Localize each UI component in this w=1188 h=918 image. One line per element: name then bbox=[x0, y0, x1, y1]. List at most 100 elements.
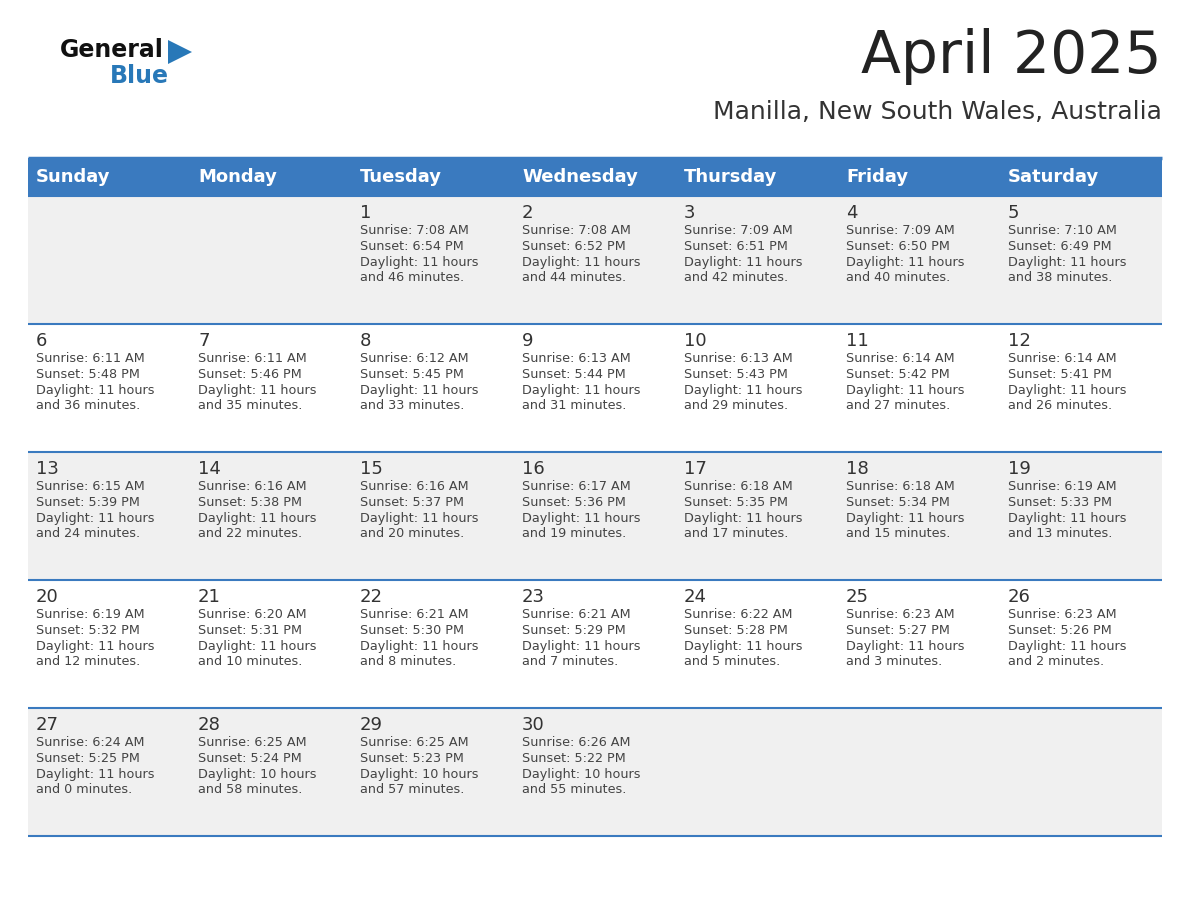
Text: and 19 minutes.: and 19 minutes. bbox=[522, 527, 626, 540]
Text: and 40 minutes.: and 40 minutes. bbox=[846, 271, 950, 284]
Text: and 27 minutes.: and 27 minutes. bbox=[846, 399, 950, 412]
Text: Daylight: 11 hours: Daylight: 11 hours bbox=[1007, 384, 1126, 397]
Text: Sunset: 5:42 PM: Sunset: 5:42 PM bbox=[846, 368, 949, 381]
Text: Daylight: 11 hours: Daylight: 11 hours bbox=[846, 384, 965, 397]
Text: Sunset: 5:41 PM: Sunset: 5:41 PM bbox=[1007, 368, 1112, 381]
Text: Sunset: 6:52 PM: Sunset: 6:52 PM bbox=[522, 240, 626, 253]
Text: Wednesday: Wednesday bbox=[522, 168, 638, 186]
Text: Sunset: 5:43 PM: Sunset: 5:43 PM bbox=[684, 368, 788, 381]
Text: and 10 minutes.: and 10 minutes. bbox=[198, 655, 303, 668]
Text: 18: 18 bbox=[846, 460, 868, 478]
Text: Sunrise: 6:25 AM: Sunrise: 6:25 AM bbox=[360, 736, 468, 749]
Text: Sunset: 5:34 PM: Sunset: 5:34 PM bbox=[846, 496, 950, 509]
Text: Daylight: 11 hours: Daylight: 11 hours bbox=[522, 640, 640, 653]
Text: Sunset: 5:31 PM: Sunset: 5:31 PM bbox=[198, 624, 302, 637]
Text: Daylight: 11 hours: Daylight: 11 hours bbox=[684, 256, 803, 269]
Text: 24: 24 bbox=[684, 588, 707, 606]
Text: 12: 12 bbox=[1007, 332, 1031, 350]
Text: Sunrise: 7:09 AM: Sunrise: 7:09 AM bbox=[684, 224, 792, 237]
Text: Daylight: 11 hours: Daylight: 11 hours bbox=[198, 512, 316, 525]
Text: and 17 minutes.: and 17 minutes. bbox=[684, 527, 789, 540]
Text: Daylight: 11 hours: Daylight: 11 hours bbox=[1007, 640, 1126, 653]
Text: 27: 27 bbox=[36, 716, 59, 734]
Text: and 5 minutes.: and 5 minutes. bbox=[684, 655, 781, 668]
Text: and 35 minutes.: and 35 minutes. bbox=[198, 399, 303, 412]
Text: Sunset: 5:38 PM: Sunset: 5:38 PM bbox=[198, 496, 302, 509]
Text: 10: 10 bbox=[684, 332, 707, 350]
Text: and 24 minutes.: and 24 minutes. bbox=[36, 527, 140, 540]
Text: Daylight: 11 hours: Daylight: 11 hours bbox=[198, 384, 316, 397]
Text: 8: 8 bbox=[360, 332, 372, 350]
Text: Sunday: Sunday bbox=[36, 168, 110, 186]
Text: Daylight: 11 hours: Daylight: 11 hours bbox=[684, 384, 803, 397]
Text: Sunrise: 6:18 AM: Sunrise: 6:18 AM bbox=[846, 480, 955, 493]
Text: 17: 17 bbox=[684, 460, 707, 478]
Text: Sunrise: 6:22 AM: Sunrise: 6:22 AM bbox=[684, 608, 792, 621]
Text: and 2 minutes.: and 2 minutes. bbox=[1007, 655, 1104, 668]
Text: Sunset: 5:45 PM: Sunset: 5:45 PM bbox=[360, 368, 463, 381]
Text: Sunrise: 6:17 AM: Sunrise: 6:17 AM bbox=[522, 480, 631, 493]
Text: Sunrise: 6:24 AM: Sunrise: 6:24 AM bbox=[36, 736, 145, 749]
Text: Daylight: 11 hours: Daylight: 11 hours bbox=[684, 512, 803, 525]
Text: Sunrise: 6:19 AM: Sunrise: 6:19 AM bbox=[36, 608, 145, 621]
Text: Daylight: 11 hours: Daylight: 11 hours bbox=[36, 384, 154, 397]
Text: Monday: Monday bbox=[198, 168, 277, 186]
Text: Sunset: 5:44 PM: Sunset: 5:44 PM bbox=[522, 368, 626, 381]
Text: 3: 3 bbox=[684, 204, 695, 222]
Text: Daylight: 11 hours: Daylight: 11 hours bbox=[360, 512, 479, 525]
Text: Sunrise: 6:26 AM: Sunrise: 6:26 AM bbox=[522, 736, 631, 749]
Text: Sunset: 5:36 PM: Sunset: 5:36 PM bbox=[522, 496, 626, 509]
Text: Friday: Friday bbox=[846, 168, 908, 186]
Text: Sunset: 5:22 PM: Sunset: 5:22 PM bbox=[522, 752, 626, 765]
Text: Sunrise: 6:13 AM: Sunrise: 6:13 AM bbox=[522, 352, 631, 365]
Text: Thursday: Thursday bbox=[684, 168, 777, 186]
Bar bbox=[29, 452, 1162, 580]
Text: Sunset: 5:23 PM: Sunset: 5:23 PM bbox=[360, 752, 463, 765]
Text: General: General bbox=[61, 38, 164, 62]
Text: 15: 15 bbox=[360, 460, 383, 478]
Text: Sunrise: 6:23 AM: Sunrise: 6:23 AM bbox=[846, 608, 955, 621]
Text: Sunset: 5:28 PM: Sunset: 5:28 PM bbox=[684, 624, 788, 637]
Text: and 31 minutes.: and 31 minutes. bbox=[522, 399, 626, 412]
Text: Sunrise: 6:11 AM: Sunrise: 6:11 AM bbox=[198, 352, 307, 365]
Text: 7: 7 bbox=[198, 332, 209, 350]
Text: Sunset: 5:30 PM: Sunset: 5:30 PM bbox=[360, 624, 465, 637]
Text: and 42 minutes.: and 42 minutes. bbox=[684, 271, 788, 284]
Text: Daylight: 11 hours: Daylight: 11 hours bbox=[522, 384, 640, 397]
Text: 6: 6 bbox=[36, 332, 48, 350]
Text: Sunrise: 6:21 AM: Sunrise: 6:21 AM bbox=[360, 608, 468, 621]
Text: Sunrise: 6:16 AM: Sunrise: 6:16 AM bbox=[198, 480, 307, 493]
Text: Daylight: 11 hours: Daylight: 11 hours bbox=[1007, 256, 1126, 269]
Text: and 13 minutes.: and 13 minutes. bbox=[1007, 527, 1112, 540]
Text: Daylight: 11 hours: Daylight: 11 hours bbox=[1007, 512, 1126, 525]
Text: and 12 minutes.: and 12 minutes. bbox=[36, 655, 140, 668]
Text: Daylight: 11 hours: Daylight: 11 hours bbox=[846, 512, 965, 525]
Bar bbox=[29, 196, 1162, 324]
Text: Tuesday: Tuesday bbox=[360, 168, 442, 186]
Text: Sunrise: 6:15 AM: Sunrise: 6:15 AM bbox=[36, 480, 145, 493]
Text: Sunset: 5:32 PM: Sunset: 5:32 PM bbox=[36, 624, 140, 637]
Polygon shape bbox=[168, 40, 192, 64]
Text: and 46 minutes.: and 46 minutes. bbox=[360, 271, 465, 284]
Text: Sunrise: 6:19 AM: Sunrise: 6:19 AM bbox=[1007, 480, 1117, 493]
Text: Manilla, New South Wales, Australia: Manilla, New South Wales, Australia bbox=[713, 100, 1162, 124]
Bar bbox=[29, 708, 1162, 836]
Text: and 29 minutes.: and 29 minutes. bbox=[684, 399, 788, 412]
Text: and 3 minutes.: and 3 minutes. bbox=[846, 655, 942, 668]
Text: Daylight: 11 hours: Daylight: 11 hours bbox=[522, 512, 640, 525]
Text: Daylight: 11 hours: Daylight: 11 hours bbox=[360, 256, 479, 269]
Text: Blue: Blue bbox=[110, 64, 169, 88]
Text: and 33 minutes.: and 33 minutes. bbox=[360, 399, 465, 412]
Text: and 0 minutes.: and 0 minutes. bbox=[36, 783, 132, 796]
Text: Sunrise: 6:14 AM: Sunrise: 6:14 AM bbox=[1007, 352, 1117, 365]
Text: Daylight: 11 hours: Daylight: 11 hours bbox=[360, 640, 479, 653]
Text: 5: 5 bbox=[1007, 204, 1019, 222]
Text: and 44 minutes.: and 44 minutes. bbox=[522, 271, 626, 284]
Text: Sunrise: 7:08 AM: Sunrise: 7:08 AM bbox=[360, 224, 469, 237]
Text: Sunset: 6:51 PM: Sunset: 6:51 PM bbox=[684, 240, 788, 253]
Text: Sunrise: 6:23 AM: Sunrise: 6:23 AM bbox=[1007, 608, 1117, 621]
Text: Sunset: 5:27 PM: Sunset: 5:27 PM bbox=[846, 624, 950, 637]
Text: Sunrise: 6:21 AM: Sunrise: 6:21 AM bbox=[522, 608, 631, 621]
Text: 1: 1 bbox=[360, 204, 372, 222]
Text: Sunset: 5:39 PM: Sunset: 5:39 PM bbox=[36, 496, 140, 509]
